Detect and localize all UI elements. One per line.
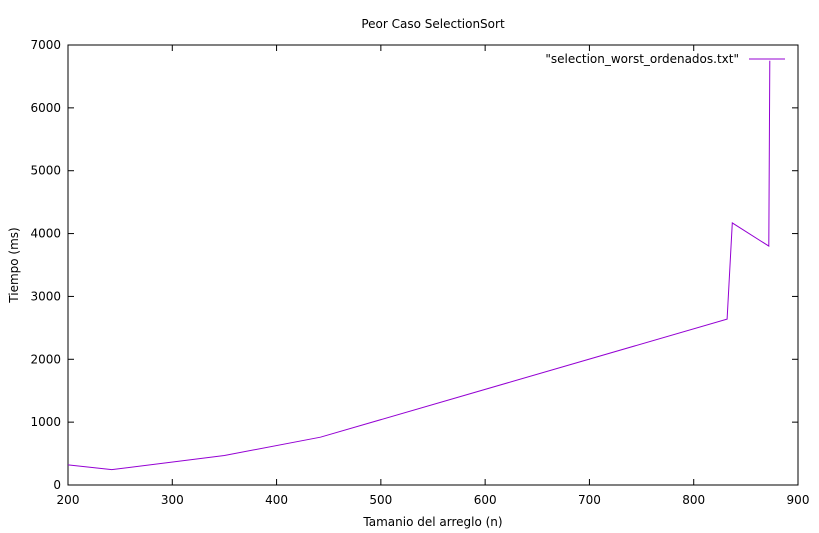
y-tick-label: 5000 [30,164,61,178]
y-tick-label: 3000 [30,289,61,303]
y-axis-label: Tiempo (ms) [7,227,21,303]
y-tick-label: 1000 [30,415,61,429]
y-tick-label: 4000 [30,227,61,241]
y-tick-label: 6000 [30,101,61,115]
series-layer [67,60,771,471]
x-tick-label: 400 [265,493,288,507]
y-tick-label: 2000 [30,352,61,366]
x-tick-label: 800 [682,493,705,507]
series-line [67,60,771,471]
axis-ticks: 200 300 400 500 600 700 800 900 0 1000 2000 3000 400… [30,38,809,507]
x-tick-label: 300 [161,493,184,507]
plot-frame [67,44,799,486]
x-tick-label: 700 [578,493,601,507]
x-axis-label: Tamanio del arreglo (n) [362,515,502,529]
y-tick-label: 0 [53,478,61,492]
x-tick-label: 500 [369,493,392,507]
y-tick-label: 7000 [30,38,61,52]
chart-title: Peor Caso SelectionSort [361,17,505,31]
x-tick-label: 600 [474,493,497,507]
x-tick-label: 200 [57,493,80,507]
x-tick-label: 900 [787,493,810,507]
legend-label: "selection_worst_ordenados.txt" [545,52,739,66]
